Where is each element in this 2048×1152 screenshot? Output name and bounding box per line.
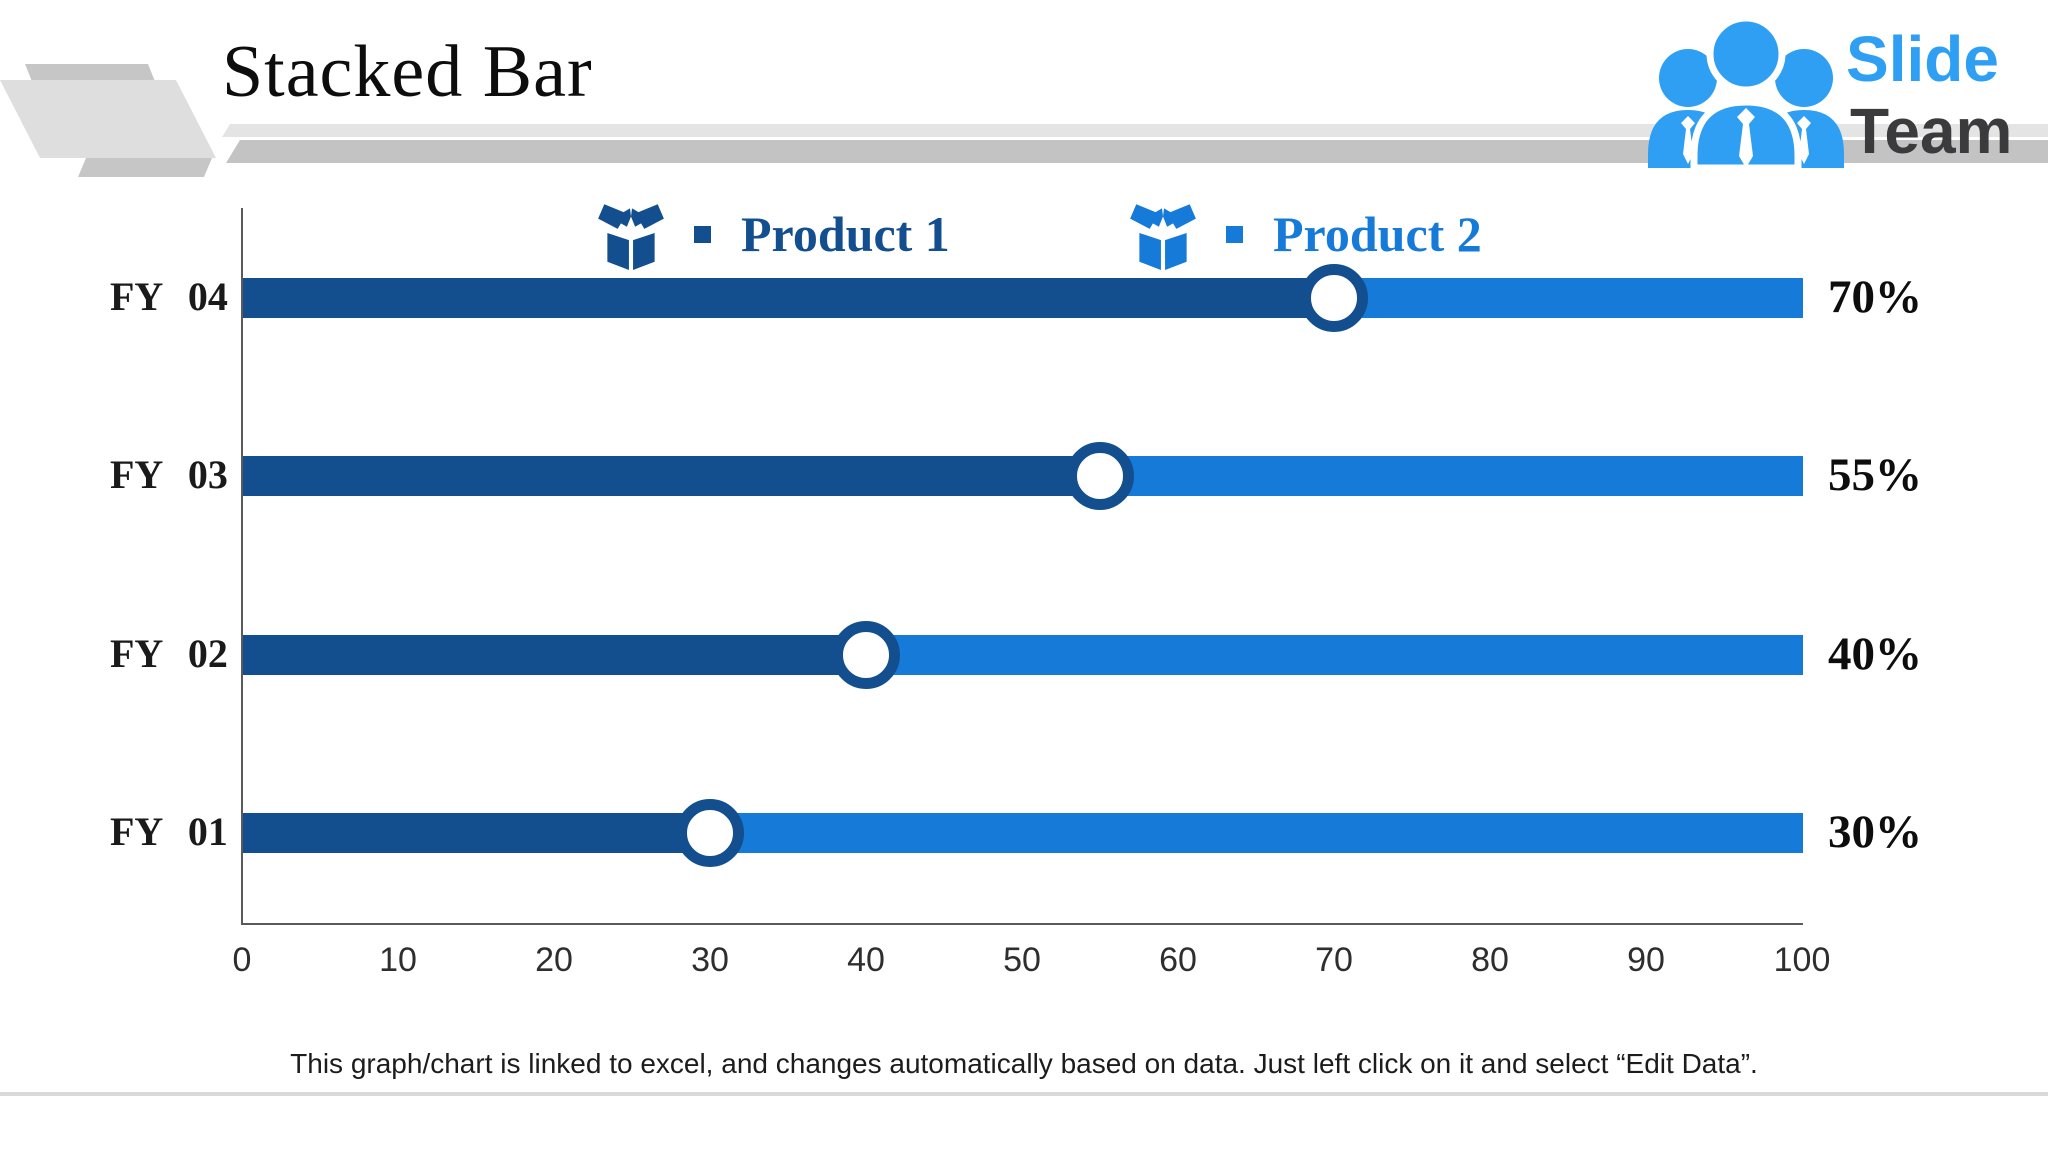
x-axis-tick-label: 10 [379,941,417,979]
header-decoration [0,64,2048,177]
page-title: Stacked Bar [222,31,593,113]
bar-row[interactable] [243,278,1803,318]
bar-segment-product2[interactable] [1335,278,1803,318]
legend-item-product-1[interactable]: Product 1 [598,192,950,276]
open-box-icon [1130,204,1196,270]
bar-segment-product1[interactable] [243,635,867,675]
open-box-icon [598,204,664,270]
bar-segment-product2[interactable] [1101,456,1803,496]
y-axis-line [241,208,243,925]
category-label: FY 03 [110,452,228,497]
x-axis-tick-label: 100 [1773,941,1831,979]
x-axis-tick-label: 50 [1003,941,1041,979]
category-label: FY 02 [110,631,228,676]
category-label: FY 04 [110,274,228,319]
slideteam-logo: Slide Team [1628,0,2048,180]
legend-label: Product 1 [741,206,950,262]
bar-row[interactable] [243,456,1803,496]
x-axis-tick-label: 40 [847,941,885,979]
bar-row[interactable] [243,635,1803,675]
slideteam-people-icon [1648,14,1844,168]
bar-segment-product1[interactable] [243,278,1335,318]
stack-boundary-marker[interactable] [1300,264,1368,332]
x-axis-tick-label: 20 [535,941,573,979]
category-label: FY 01 [110,809,228,854]
bar-segment-product2[interactable] [711,813,1803,853]
x-axis-tick-label: 30 [691,941,729,979]
bar-segment-product1[interactable] [243,456,1101,496]
bar-segment-product1[interactable] [243,813,711,853]
stack-boundary-marker[interactable] [1066,442,1134,510]
footer-note: This graph/chart is linked to excel, and… [290,1048,1758,1079]
footer-divider [0,1092,2048,1096]
bar-value-label: 70% [1828,271,1922,323]
x-axis-line [241,923,1803,925]
x-axis-tick-label: 80 [1471,941,1509,979]
logo-team-text: Team [1850,95,2013,167]
legend-label: Product 2 [1273,206,1482,262]
bar-value-label: 55% [1828,449,1922,501]
stack-boundary-marker[interactable] [832,621,900,689]
legend-bullet [694,225,711,243]
logo-slide-text: Slide [1846,23,1999,95]
bar-value-label: 30% [1828,806,1922,858]
bar-segment-product2[interactable] [867,635,1803,675]
legend-item-product-2[interactable]: Product 2 [1130,192,1482,276]
x-axis-tick-label: 70 [1315,941,1353,979]
bar-value-label: 40% [1828,628,1922,680]
x-axis-tick-label: 60 [1159,941,1197,979]
bar-row[interactable] [243,813,1803,853]
x-axis-tick-label: 90 [1627,941,1665,979]
x-axis-tick-label: 0 [232,941,252,979]
legend-bullet [1226,225,1243,243]
stack-boundary-marker[interactable] [676,799,744,867]
